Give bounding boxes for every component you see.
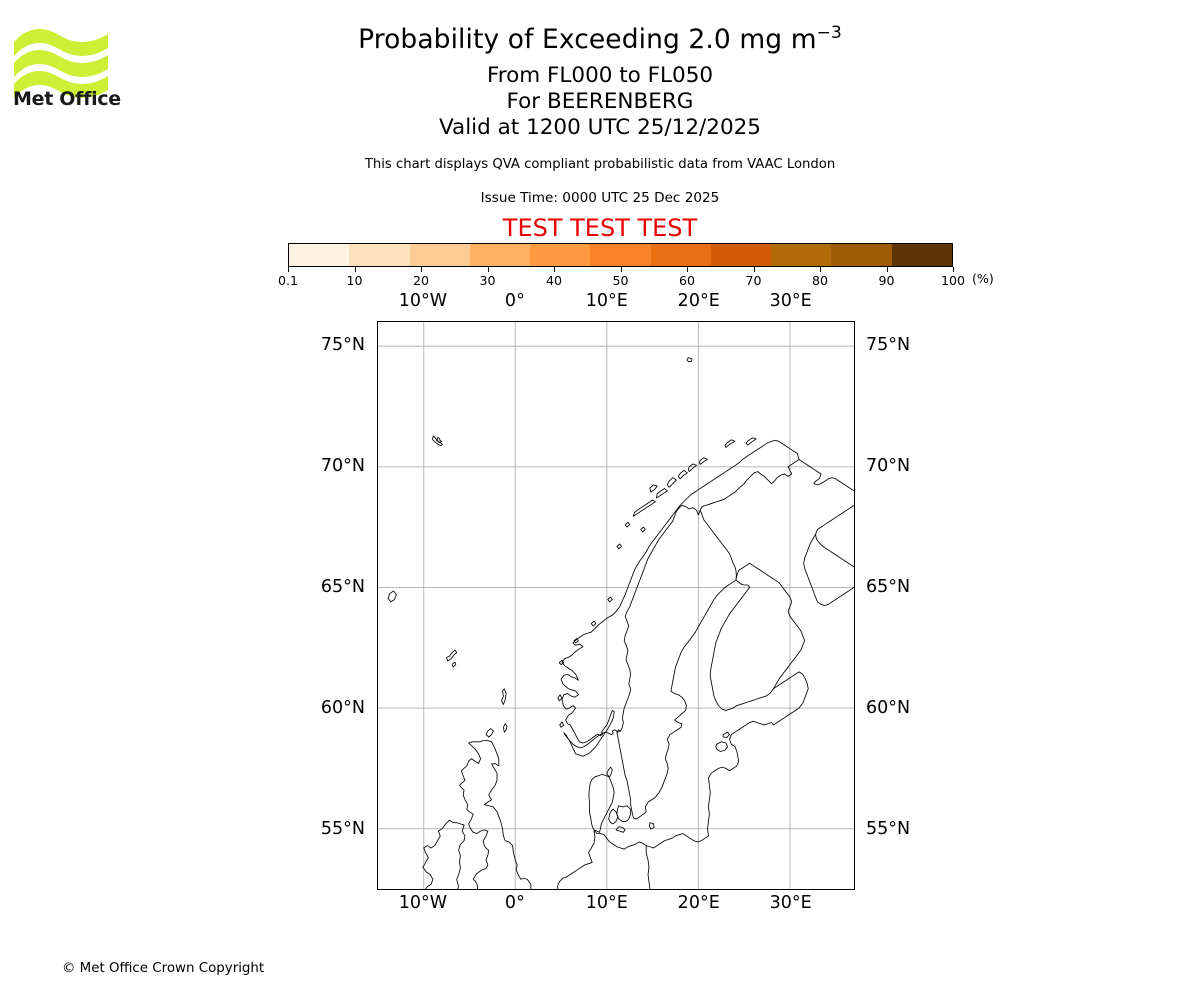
lat-tick-left-75°N: 75°N	[320, 335, 365, 356]
colorbar-ticklabel-50: 50	[612, 273, 629, 288]
coast-russia-white-sea	[815, 504, 854, 568]
ash-probability-map[interactable]	[377, 321, 855, 890]
volcano-subtitle: For BEERENBERG	[506, 89, 694, 114]
colorbar-band-8	[771, 244, 832, 266]
colorbar-bands	[288, 243, 953, 267]
lon-tick-top-20°E: 20°E	[677, 291, 720, 311]
coast-shetland-orkney	[485, 688, 508, 738]
lon-tick-top-0°: 0°	[504, 291, 525, 311]
lon-tick-bottom-20°E: 20°E	[677, 893, 720, 913]
colorbar-band-6	[650, 244, 711, 266]
colorbar-ticklabel-30: 30	[479, 273, 496, 288]
colorbar-unit-label: (%)	[972, 271, 994, 286]
lat-tick-right-65°N: 65°N	[866, 577, 911, 598]
colorbar-band-0	[289, 244, 350, 266]
colorbar-ticklabel-20: 20	[412, 273, 430, 288]
colorbar-tickmark-90	[886, 267, 888, 272]
coast-sweden-finland-border	[699, 509, 737, 581]
coast-russia-karelia-coast	[803, 533, 854, 606]
coast-faroe	[446, 649, 458, 668]
issue-time-label: Issue Time: 0000 UTC 25 Dec 2025	[480, 190, 720, 206]
colorbar-tickmark-80	[820, 267, 821, 272]
colorbar-tickmark-100	[953, 267, 954, 272]
coast-netherlands-belgium	[556, 830, 596, 889]
lat-tick-right-60°N: 60°N	[866, 698, 911, 719]
valid-time-subtitle: Valid at 1200 UTC 25/12/2025	[438, 115, 761, 140]
coast-denmark-jutland	[588, 766, 615, 833]
coast-denmark-islands	[608, 805, 655, 833]
coast-finland-russia	[709, 562, 805, 711]
met-office-logo-text: Met Office	[13, 88, 121, 110]
met-office-logo	[12, 22, 122, 117]
coast-bear-island	[686, 357, 693, 363]
colorbar-band-2	[409, 244, 470, 266]
copyright-notice: © Met Office Crown Copyright	[62, 961, 265, 976]
qva-disclaimer: This chart displays QVA compliant probab…	[364, 157, 836, 172]
test-banner: TEST TEST TEST	[502, 214, 698, 242]
coast-russia-ladoga	[773, 671, 809, 726]
lon-tick-bottom-0°: 0°	[504, 893, 525, 913]
colorbar-ticks: 0.1 10 20 30 40 50 60 70 80 90 100	[278, 267, 965, 289]
lat-tick-right-55°N: 55°N	[866, 819, 911, 840]
colorbar-ticklabel-90: 90	[878, 273, 895, 288]
lat-tick-left-65°N: 65°N	[320, 577, 365, 598]
colorbar-ticklabel-0.1: 0.1	[277, 273, 299, 288]
flight-level-subtitle: From FL000 to FL050	[486, 63, 714, 88]
colorbar-band-3	[469, 244, 531, 266]
lon-tick-bottom-10°E: 10°E	[585, 893, 628, 913]
colorbar-ticklabel-10: 10	[346, 273, 363, 288]
coast-poland-border	[645, 845, 651, 889]
lat-tick-right-75°N: 75°N	[866, 335, 911, 356]
colorbar-tickmark-0.1	[288, 267, 289, 272]
colorbar-tickmark-40	[554, 267, 555, 272]
page-title: Probability of Exceeding 2.0 mg m−3	[0, 24, 1200, 55]
colorbar-tickmark-20	[421, 267, 422, 272]
lat-tick-right-70°N: 70°N	[866, 456, 911, 477]
probability-colorbar: 0.1 10 20 30 40 50 60 70 80 90 100	[278, 243, 965, 288]
coast-norway-main	[560, 439, 800, 757]
colorbar-ticklabel-100: 100	[940, 273, 966, 288]
lat-tick-left-60°N: 60°N	[320, 698, 365, 719]
map-graticule	[378, 322, 854, 889]
colorbar-band-5	[590, 244, 651, 266]
coast-iceland-east	[387, 590, 397, 603]
page-title-text: Probability of Exceeding 2.0 mg m	[358, 24, 817, 55]
colorbar-tickmark-10	[354, 267, 356, 272]
coast-jan-mayen	[432, 435, 443, 446]
colorbar-tickmark-30	[487, 267, 489, 272]
coast-great-britain	[459, 740, 532, 889]
colorbar-tickmark-60	[687, 267, 688, 272]
coast-estonia-islands	[715, 731, 730, 752]
coast-baltic-gulf-bothnia-west	[616, 579, 737, 820]
lon-tick-bottom-10°W: 10°W	[398, 893, 448, 913]
colorbar-ticklabel-70: 70	[745, 273, 762, 288]
lon-tick-bottom-30°E: 30°E	[769, 893, 812, 913]
coast-baltic-states	[707, 720, 774, 837]
coast-russia-north	[798, 459, 854, 492]
map-coastlines	[387, 357, 854, 889]
lat-tick-left-70°N: 70°N	[320, 456, 365, 477]
page-title-exponent: −3	[816, 23, 842, 44]
colorbar-ticklabel-80: 80	[811, 273, 829, 288]
colorbar-band-9	[831, 244, 892, 266]
colorbar-band-7	[710, 244, 772, 266]
coast-lofoten	[557, 437, 757, 728]
lat-tick-left-55°N: 55°N	[320, 819, 365, 840]
lon-tick-top-10°W: 10°W	[398, 291, 448, 311]
coast-ireland	[422, 819, 466, 889]
lon-tick-top-10°E: 10°E	[585, 291, 628, 311]
colorbar-band-1	[349, 244, 410, 266]
coast-germany-poland-baltic	[593, 829, 709, 850]
met-office-logo-waves	[14, 28, 108, 98]
colorbar-band-4	[530, 244, 591, 266]
colorbar-ticklabel-40: 40	[545, 273, 563, 288]
lon-tick-top-30°E: 30°E	[769, 291, 812, 311]
colorbar-band-10	[891, 244, 952, 266]
colorbar-tickmark-70	[753, 267, 755, 272]
colorbar-ticklabel-60: 60	[678, 273, 696, 288]
colorbar-tickmark-50	[620, 267, 622, 272]
